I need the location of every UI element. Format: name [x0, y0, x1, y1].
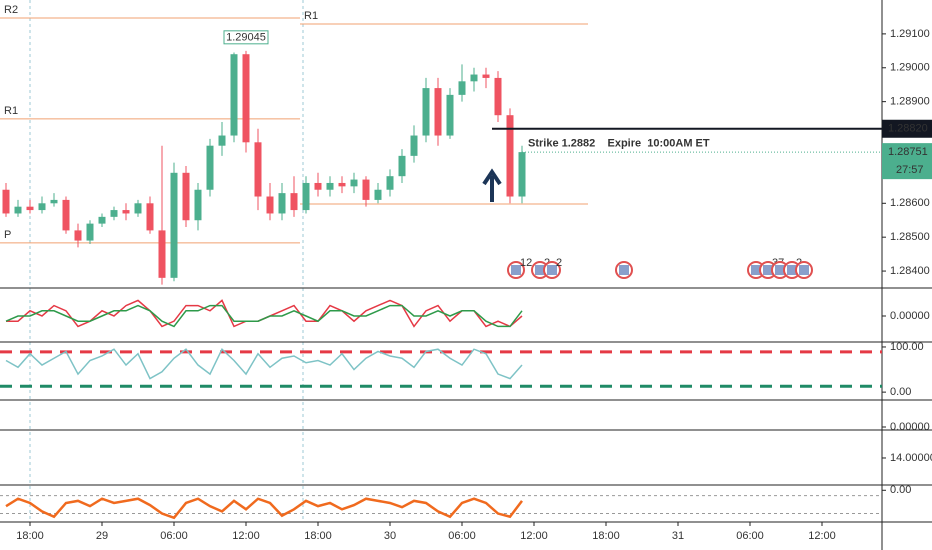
pivot-label: R1: [4, 105, 18, 117]
candle-body: [206, 145, 214, 190]
high-label-box: [223, 30, 269, 45]
event-flag: [775, 265, 785, 275]
y-tick-label: 1.29100: [890, 28, 930, 40]
event-flag: [763, 265, 773, 275]
panel-tick-label: 100.00: [890, 341, 924, 353]
candle-body: [518, 152, 526, 197]
y-tick-label: 1.28600: [890, 197, 930, 209]
event-flag: [799, 265, 809, 275]
event-flag: [511, 265, 521, 275]
candle-body: [98, 216, 106, 224]
strike-tag-label: 1.28820: [888, 123, 928, 135]
x-tick-label: 06:00: [736, 530, 764, 542]
event-count: 12: [520, 257, 532, 269]
event-flag: [619, 265, 629, 275]
x-tick-label: 29: [96, 530, 108, 542]
candle-body: [2, 189, 10, 214]
candle-body: [62, 199, 70, 231]
candle-body: [122, 210, 130, 214]
candle-body: [14, 206, 22, 214]
candle-body: [278, 193, 286, 214]
event-flag: [751, 265, 761, 275]
y-tick-label: 1.28400: [890, 265, 930, 277]
candle-body: [326, 182, 334, 190]
candle-body: [26, 206, 34, 211]
candle-body: [398, 155, 406, 177]
candle-body: [470, 74, 478, 82]
x-tick-label: 30: [384, 530, 396, 542]
y-tick-label: 1.28500: [890, 231, 930, 243]
panel-tick-label: 0.00000: [890, 421, 930, 433]
panel-tick-label: 0.00000: [890, 310, 930, 322]
x-tick-label: 18:00: [592, 530, 620, 542]
candle-body: [410, 135, 418, 156]
candle-body: [134, 203, 142, 214]
candle-body: [170, 172, 178, 278]
candle-body: [314, 182, 322, 190]
candle-body: [338, 182, 346, 187]
candle-body: [374, 189, 382, 200]
indicator-line: [5, 497, 523, 520]
candle-body: [386, 176, 394, 190]
x-tick-label: 12:00: [232, 530, 260, 542]
y-tick-label: 1.28900: [890, 96, 930, 108]
candle-body: [182, 172, 190, 221]
candle-body: [74, 230, 82, 241]
x-tick-label: 18:00: [16, 530, 44, 542]
candle-body: [350, 179, 358, 187]
candle-body: [86, 223, 94, 241]
candle-body: [458, 81, 466, 95]
y-tick-label: 1.29000: [890, 62, 930, 74]
candle-body: [482, 74, 490, 78]
candle-body: [146, 203, 154, 231]
panel-tick-label: 14.00000: [890, 452, 932, 464]
candle-body: [230, 54, 238, 136]
x-tick-label: 12:00: [520, 530, 548, 542]
candle-body: [362, 179, 370, 200]
pivot-label: R1: [304, 10, 318, 22]
indicator-line: [5, 304, 523, 328]
x-tick-label: 06:00: [448, 530, 476, 542]
candle-body: [50, 199, 58, 204]
candle-body: [434, 88, 442, 136]
candle-body: [254, 142, 262, 197]
event-count: 2: [556, 257, 562, 269]
event-flag: [547, 265, 557, 275]
candle-body: [422, 88, 430, 136]
candle-body: [38, 203, 46, 211]
candle-body: [110, 210, 118, 217]
candle-body: [290, 193, 298, 211]
candle-body: [446, 94, 454, 136]
candle-body: [302, 182, 310, 211]
pivot-label: P: [4, 229, 11, 241]
candle-body: [506, 115, 514, 197]
event-flag: [535, 265, 545, 275]
candle-body: [266, 196, 274, 214]
last-price-label: 1.28751: [888, 146, 928, 158]
x-tick-label: 18:00: [304, 530, 332, 542]
up-arrow: [482, 168, 502, 202]
indicator-line: [5, 347, 523, 380]
event-flag: [787, 265, 797, 275]
candle-body: [242, 54, 250, 143]
candle-body: [158, 230, 166, 278]
candle-body: [218, 135, 226, 146]
panel-tick-label: 0.00: [890, 386, 911, 398]
pivot-label: R2: [4, 4, 18, 16]
annotation: Strike 1.2882 Expire 10:00AM ET: [528, 138, 710, 150]
candle-body: [194, 189, 202, 221]
candle-body: [494, 77, 502, 116]
last-price-tag: [882, 143, 932, 180]
strike-tag: [882, 119, 932, 138]
x-tick-label: 12:00: [808, 530, 836, 542]
x-tick-label: 06:00: [160, 530, 188, 542]
high-label: 1.29045: [226, 32, 266, 44]
countdown: 27:57: [896, 164, 924, 176]
panel-tick-label: 0.00: [890, 484, 911, 496]
x-tick-label: 31: [672, 530, 684, 542]
